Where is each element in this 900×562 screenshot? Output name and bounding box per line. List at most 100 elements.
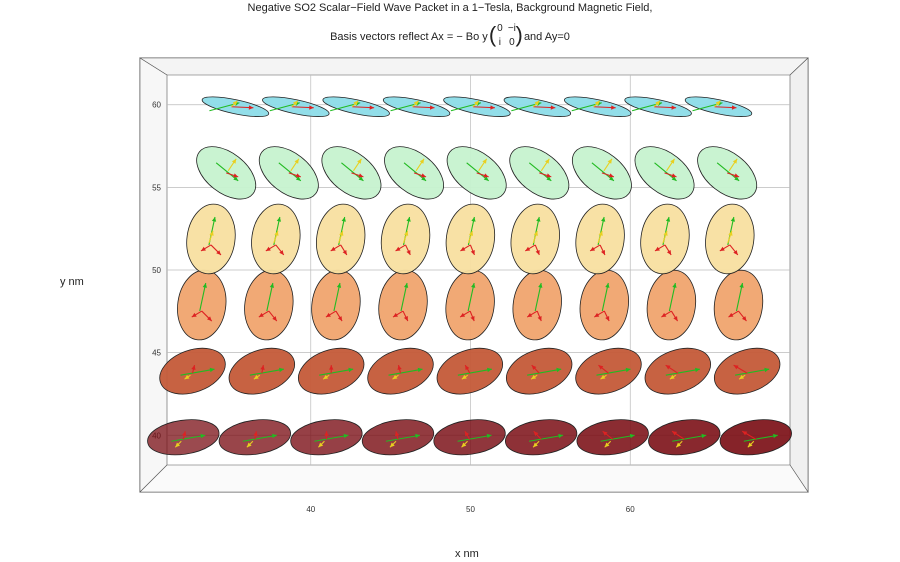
packet-ellipse <box>504 419 578 456</box>
yellow-vector-arrow-head <box>655 100 661 106</box>
red-vector-arrow-head <box>731 105 737 110</box>
yellow-vector-arrow-head <box>531 374 537 380</box>
yellow-vector-arrow-head <box>419 158 425 164</box>
green-vector-arrow-head <box>343 433 349 439</box>
green-vector-arrow <box>467 282 475 312</box>
yellow-vector-arrow-head <box>389 442 395 448</box>
red-vector-arrow-head <box>216 250 221 255</box>
green-vector-arrow-head <box>341 216 346 222</box>
green-vector-arrow <box>654 162 677 182</box>
red-vector-arrow-head <box>601 249 605 255</box>
wave-packet-ellipse <box>433 419 506 456</box>
red-vector-arrow-head <box>337 316 343 322</box>
yellow-vector-arrow-head <box>604 442 610 448</box>
wave-packet-ellipse <box>575 347 642 395</box>
red-vector-arrow-head <box>598 365 604 370</box>
red-vector-arrow-head <box>531 365 537 370</box>
green-vector-arrow-head <box>417 367 423 373</box>
green-vector-arrow <box>319 368 354 376</box>
green-vector-arrow <box>672 434 707 442</box>
yellow-vector-arrow-head <box>253 374 259 380</box>
green-vector-arrow-head <box>671 176 677 181</box>
red-vector-arrow-head <box>465 365 470 371</box>
yellow-vector-arrow-head <box>392 374 398 380</box>
green-vector-arrow-head <box>558 433 564 439</box>
matrix-cell: −i <box>507 23 516 34</box>
packet-ellipse <box>316 203 366 275</box>
red-vector-arrow-head <box>490 105 495 110</box>
y-tick-label: 60 <box>152 101 161 110</box>
red-vector-arrow-head <box>342 249 347 255</box>
red-vector-arrow-head <box>403 316 408 322</box>
red-vector-arrow-head <box>191 365 196 371</box>
wave-packet-ellipse <box>646 269 697 341</box>
green-vector-arrow-head <box>487 367 492 373</box>
red-vector-arrow-head <box>665 365 671 370</box>
green-vector-arrow <box>249 368 284 376</box>
yellow-vector-arrow-head <box>246 442 252 448</box>
green-vector-arrow-head <box>625 367 631 373</box>
red-vector-arrow-head <box>369 105 375 110</box>
red-vector-arrow-head <box>248 105 254 110</box>
green-vector-arrow <box>534 282 542 312</box>
wave-packet-ellipse <box>506 347 573 395</box>
x-axis-label: x nm <box>455 548 479 560</box>
red-vector-arrow-head <box>733 250 738 255</box>
red-vector-arrow-head <box>527 312 533 318</box>
packet-ellipse <box>719 419 792 456</box>
packet-ellipse <box>445 203 496 275</box>
matrix: ( 0 −i i 0 ) <box>488 22 523 48</box>
subtitle-suffix: and Ay=0 <box>523 30 570 43</box>
green-vector-arrow <box>735 368 770 376</box>
green-vector-arrow-head <box>601 216 606 222</box>
green-vector-arrow <box>529 434 564 442</box>
green-vector-arrow-head <box>269 283 275 288</box>
red-vector-arrow-head <box>393 312 399 318</box>
frame-bottom-face <box>139 464 809 493</box>
red-vector-arrow-head <box>671 105 677 110</box>
wave-packet-ellipse <box>579 269 629 341</box>
yellow-vector-arrow-head <box>184 374 190 380</box>
green-vector-arrow-head <box>730 216 735 222</box>
wave-packet-ellipse <box>576 419 649 456</box>
packet-ellipse <box>575 203 625 275</box>
green-vector-arrow-head <box>546 176 552 181</box>
red-vector-arrow-head <box>672 431 678 436</box>
yellow-vector-arrow-head <box>732 158 738 164</box>
green-vector-arrow-head <box>609 176 614 181</box>
green-vector-arrow-head <box>276 216 282 222</box>
red-vector-arrow-head <box>537 316 542 322</box>
green-vector-arrow-head <box>665 216 671 222</box>
green-vector-arrow-head <box>536 216 541 222</box>
red-vector-arrow-head <box>602 431 608 436</box>
yellow-vector-arrow-head <box>413 100 419 106</box>
yellow-vector-arrow-head <box>353 100 359 106</box>
green-vector-arrow <box>266 282 274 312</box>
green-vector-arrow <box>457 434 492 442</box>
green-vector-arrow <box>665 368 700 376</box>
matrix-cell: i <box>498 37 501 48</box>
red-vector-arrow-head <box>329 365 334 370</box>
red-vector-arrow-head <box>324 431 329 436</box>
red-vector-arrow-head <box>429 105 435 110</box>
green-vector-arrow-head <box>471 216 476 222</box>
red-vector-arrow-head <box>233 173 239 178</box>
yellow-vector-arrow-head <box>232 100 238 106</box>
green-vector-arrow <box>215 162 239 182</box>
red-vector-arrow-head <box>734 173 740 178</box>
red-vector-arrow-head <box>741 316 747 322</box>
red-vector-arrow-head <box>661 312 667 318</box>
green-vector-arrow <box>385 434 421 442</box>
red-vector-arrow-head <box>608 173 614 178</box>
wave-packet-ellipse <box>436 347 503 395</box>
green-vector-arrow-head <box>200 433 206 439</box>
green-vector-arrow <box>341 162 364 182</box>
green-vector-arrow <box>600 434 635 442</box>
red-vector-arrow-head <box>397 365 402 371</box>
green-vector-arrow-head <box>421 176 427 181</box>
wave-packet-ellipse <box>504 419 578 456</box>
red-vector-arrow-head <box>470 316 475 322</box>
green-vector-arrow <box>199 282 207 312</box>
green-vector-arrow-head <box>486 433 492 439</box>
yellow-vector-arrow-head <box>404 230 409 236</box>
